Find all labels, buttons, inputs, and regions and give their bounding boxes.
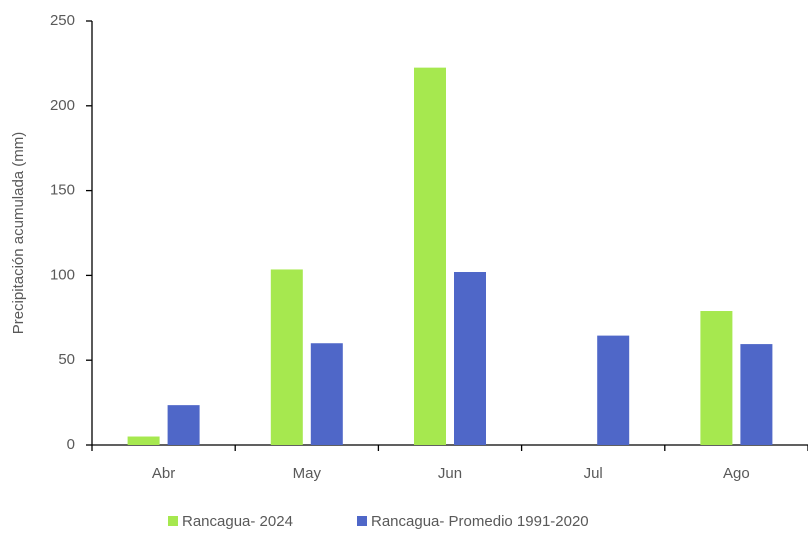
y-tick-label: 250 xyxy=(50,12,75,29)
x-tick-label: May xyxy=(293,465,322,482)
x-tick-label: Ago xyxy=(723,465,750,482)
x-tick-label: Abr xyxy=(152,465,175,482)
legend-label: Rancagua- Promedio 1991-2020 xyxy=(371,513,589,530)
bar xyxy=(414,67,446,445)
bar xyxy=(597,335,630,445)
bar xyxy=(310,343,343,445)
legend-swatch xyxy=(357,516,367,526)
bar xyxy=(167,405,200,445)
x-tick-label: Jun xyxy=(438,465,462,482)
bar xyxy=(454,272,486,445)
x-tick-label: Jul xyxy=(584,465,603,482)
y-axis-label: Precipitación acumulada (mm) xyxy=(10,132,27,335)
y-tick-label: 0 xyxy=(67,436,75,453)
bar xyxy=(740,344,773,445)
bar xyxy=(700,311,733,445)
y-tick-label: 150 xyxy=(50,182,75,199)
y-tick-label: 100 xyxy=(50,266,75,283)
bar xyxy=(127,436,160,445)
y-tick-label: 200 xyxy=(50,97,75,114)
legend-label: Rancagua- 2024 xyxy=(182,513,293,530)
y-tick-label: 50 xyxy=(58,351,75,368)
bar xyxy=(270,269,303,445)
legend-swatch xyxy=(168,516,178,526)
